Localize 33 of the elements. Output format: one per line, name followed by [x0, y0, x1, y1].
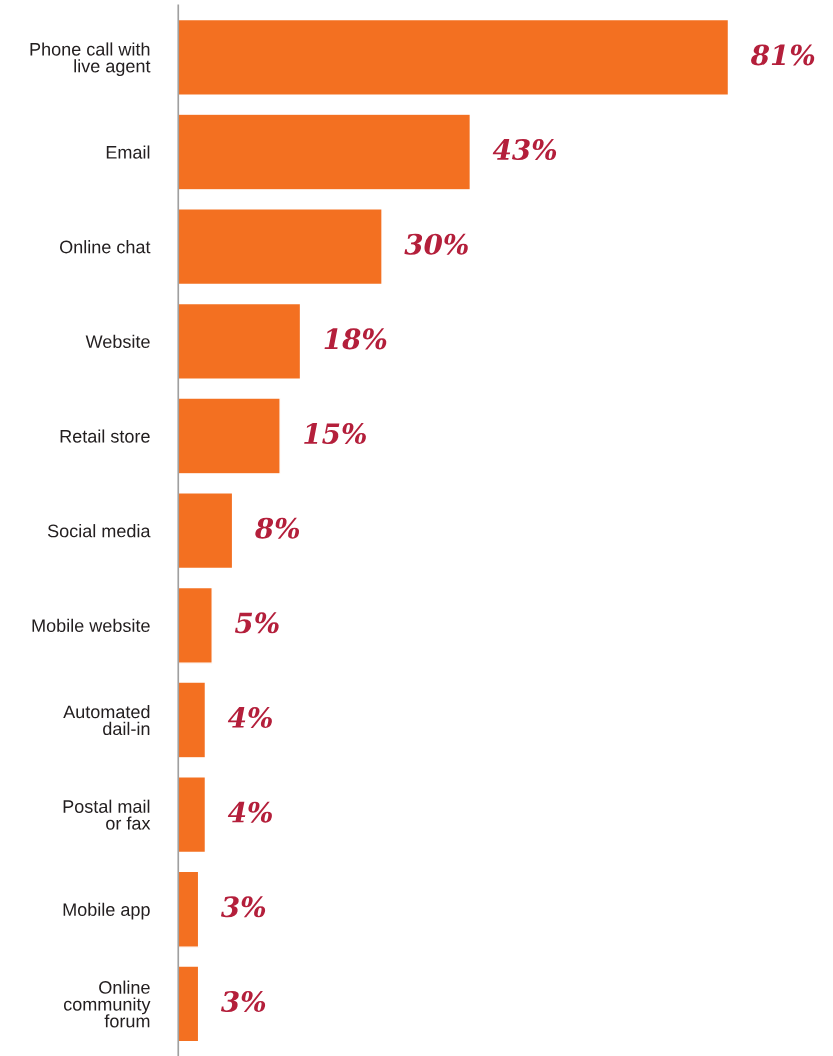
bar: [178, 397, 281, 475]
data-label: 3%: [220, 896, 266, 918]
data-label: 5%: [234, 612, 279, 634]
y-tick-label: Online community forum: [63, 980, 151, 1028]
y-tick-label: Postal mail or fax: [63, 799, 151, 830]
bar: [178, 492, 234, 570]
y-tick-label: Retail store: [60, 429, 150, 443]
y-tick-label: Phone call with live agent: [30, 42, 151, 77]
data-label: 15%: [304, 423, 366, 445]
y-tick-label: Automated dail-in: [63, 705, 150, 736]
data-label: 4%: [227, 707, 272, 729]
bar: [178, 870, 200, 948]
data-label: 4%: [227, 801, 272, 823]
data-label: 8%: [255, 517, 300, 539]
bar: [178, 18, 730, 96]
bar: [178, 776, 207, 854]
data-label: 43%: [492, 139, 557, 161]
data-label: 81%: [751, 44, 815, 66]
bar: [178, 113, 472, 191]
y-tick-label: Social media: [47, 524, 151, 538]
bar: [178, 965, 200, 1043]
y-tick-label: Mobile website: [32, 618, 150, 633]
bar: [178, 302, 302, 380]
bar: [178, 681, 207, 759]
bar: [178, 586, 213, 664]
data-label: 18%: [324, 328, 387, 350]
bar: [178, 208, 383, 286]
data-label: 30%: [404, 233, 468, 255]
y-tick-label: Mobile app: [63, 902, 150, 920]
data-label: 3%: [220, 990, 266, 1012]
y-tick-label: Email: [106, 145, 150, 159]
y-tick-label: Website: [85, 334, 150, 349]
y-tick-label: Online chat: [60, 240, 151, 254]
